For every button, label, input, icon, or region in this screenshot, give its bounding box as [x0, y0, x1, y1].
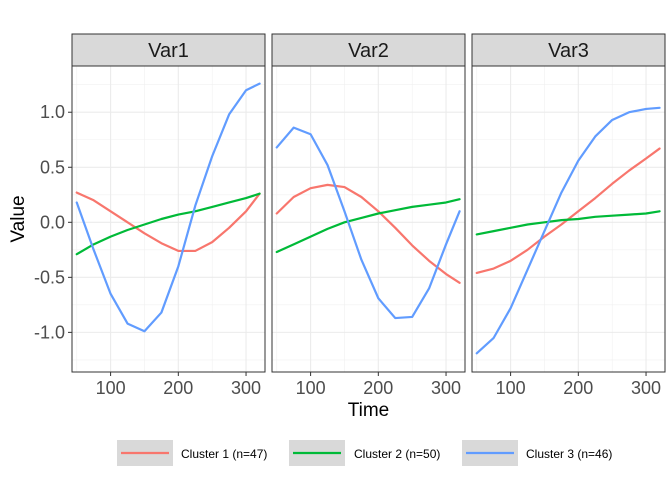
facet-title: Var1	[148, 40, 189, 62]
x-tick-label: 200	[363, 378, 393, 398]
legend-label: Cluster 2 (n=50)	[354, 447, 440, 461]
y-tick-label: 0.5	[40, 157, 65, 177]
x-tick-label: 100	[96, 378, 126, 398]
x-tick-label: 300	[631, 378, 661, 398]
y-axis-title: Value	[8, 195, 29, 242]
panel-border	[71, 65, 266, 373]
facet-title: Var2	[348, 40, 389, 62]
legend-label: Cluster 3 (n=46)	[526, 447, 612, 461]
x-tick-label: 200	[563, 378, 593, 398]
panel-border	[271, 65, 466, 373]
facet-strip	[471, 33, 666, 67]
x-tick-label: 300	[231, 378, 261, 398]
panel-border	[471, 65, 666, 373]
y-tick-label: -1.0	[34, 322, 65, 342]
series-line-2	[475, 210, 661, 236]
series-line-2	[75, 192, 261, 256]
series-line-1	[75, 191, 261, 253]
x-tick-label: 300	[431, 378, 461, 398]
legend-label: Cluster 1 (n=47)	[181, 447, 267, 461]
series-line-1	[475, 147, 661, 275]
panel-background	[272, 66, 465, 372]
x-tick-label: 100	[296, 378, 326, 398]
series-line-3	[275, 126, 461, 320]
series-line-2	[275, 198, 461, 254]
y-tick-label: -0.5	[34, 267, 65, 287]
facet-strip	[71, 33, 266, 67]
x-tick-label: 200	[163, 378, 193, 398]
y-tick-label: 1.0	[40, 102, 65, 122]
series-line-1	[275, 183, 461, 284]
x-tick-label: 100	[496, 378, 526, 398]
facet-strip	[271, 33, 466, 67]
y-tick-label: 0.0	[40, 212, 65, 232]
series-line-3	[75, 82, 261, 333]
x-axis-title: Time	[348, 400, 390, 421]
panel-background	[72, 66, 265, 372]
series-line-3	[475, 106, 661, 355]
facet-title: Var3	[548, 40, 589, 62]
